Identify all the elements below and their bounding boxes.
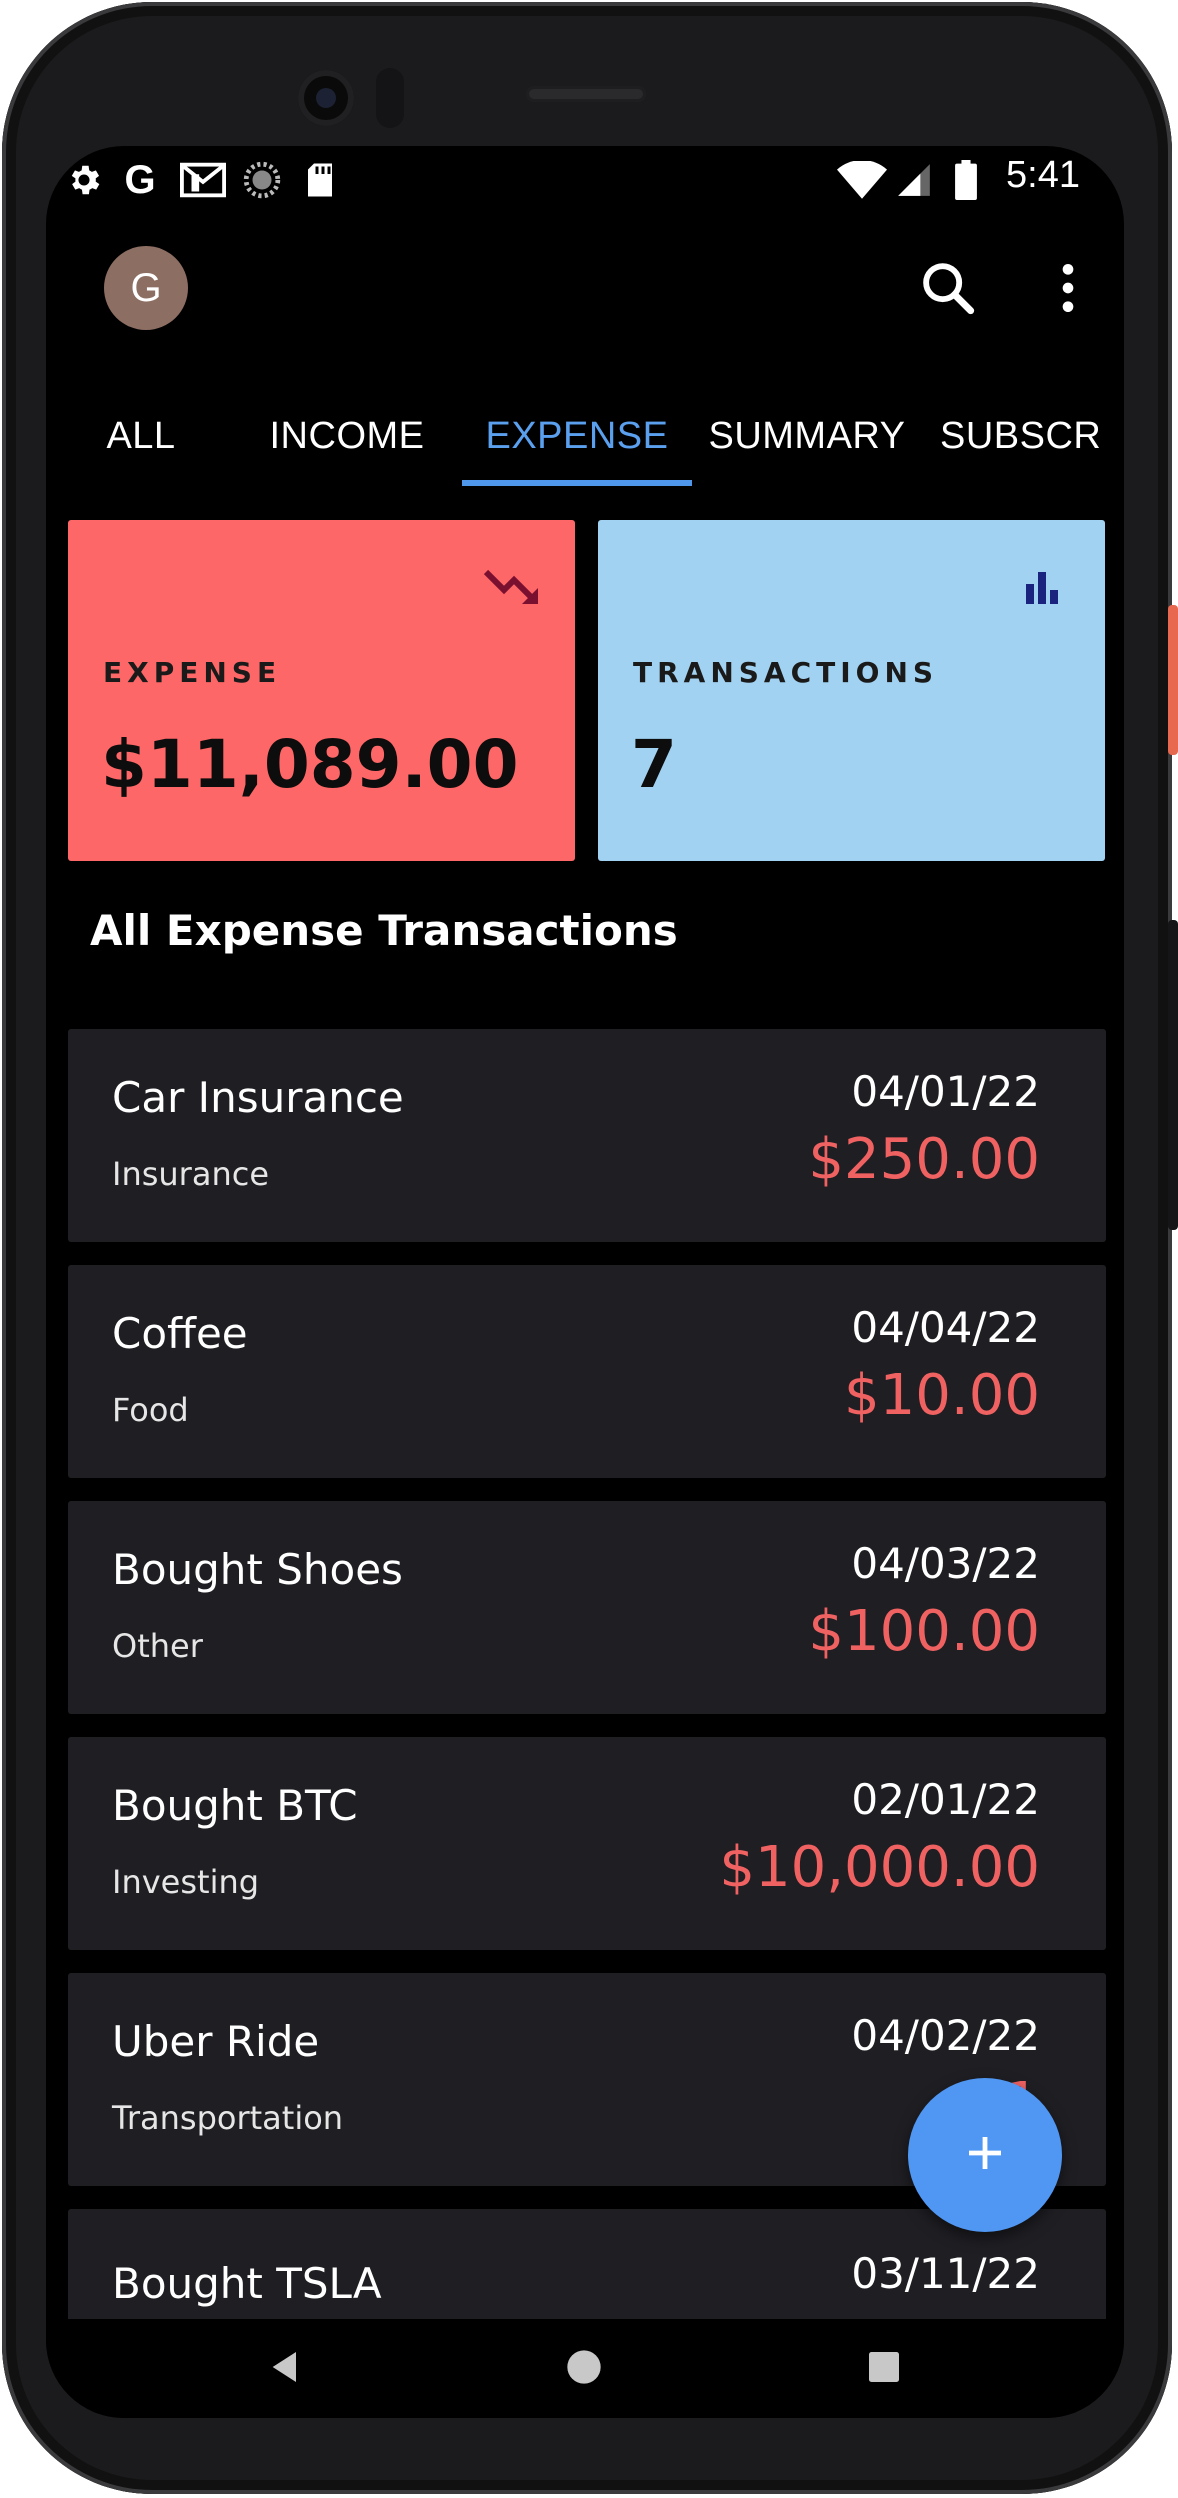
transaction-row[interactable]: Bought Shoes Other 04/03/22 $100.00 — [68, 1501, 1106, 1714]
transaction-amount: $10,000.00 — [719, 1835, 1040, 1900]
bar-chart-icon — [1018, 564, 1078, 612]
recents-icon — [864, 2347, 904, 2391]
home-icon — [564, 2347, 604, 2391]
expense-summary-card: EXPENSE $11,089.00 — [68, 520, 575, 861]
google-icon: G — [124, 157, 156, 202]
transaction-date: 04/04/22 — [851, 1303, 1040, 1352]
transaction-date: 03/11/22 — [851, 2249, 1040, 2298]
transaction-row[interactable]: Car Insurance Insurance 04/01/22 $250.00 — [68, 1029, 1106, 1242]
tab-subscriptions[interactable]: SUBSCR — [940, 414, 1102, 457]
transactions-summary-card: TRANSACTIONS 7 — [598, 520, 1105, 861]
tab-all[interactable]: ALL — [106, 414, 176, 457]
wifi-icon — [836, 160, 888, 200]
cellular-icon — [894, 160, 934, 200]
back-button[interactable] — [254, 2337, 318, 2401]
transaction-category: Insurance — [112, 1155, 269, 1193]
transaction-date: 04/03/22 — [851, 1539, 1040, 1588]
transaction-row[interactable]: Bought BTC Investing 02/01/22 $10,000.00 — [68, 1737, 1106, 1950]
transaction-title: Coffee — [112, 1309, 248, 1358]
earpiece-speaker — [526, 86, 646, 102]
tab-income[interactable]: INCOME — [269, 414, 425, 457]
section-title: All Expense Transactions — [90, 906, 678, 955]
expense-label: EXPENSE — [103, 656, 282, 689]
battery-icon — [952, 160, 980, 200]
transaction-title: Uber Ride — [112, 2017, 320, 2066]
status-clock: 5:41 — [1006, 154, 1080, 196]
avatar[interactable]: G — [104, 246, 188, 330]
transaction-amount: $250.00 — [808, 1127, 1040, 1192]
transaction-category: Food — [112, 1391, 189, 1429]
expense-total: $11,089.00 — [101, 726, 519, 803]
more-options-button[interactable] — [1036, 256, 1100, 320]
transaction-title: Bought Shoes — [112, 1545, 403, 1594]
transaction-date: 04/02/22 — [851, 2011, 1040, 2060]
tab-indicator — [462, 480, 692, 486]
add-transaction-button[interactable] — [908, 2078, 1062, 2232]
transaction-list: Car Insurance Insurance 04/01/22 $250.00… — [68, 1029, 1106, 2319]
transaction-date: 02/01/22 — [851, 1775, 1040, 1824]
recents-button[interactable] — [852, 2337, 916, 2401]
proximity-sensor — [376, 68, 404, 128]
more-vert-icon — [1036, 264, 1100, 324]
transaction-category: Transportation — [112, 2099, 344, 2137]
transaction-title: Bought TSLA — [112, 2259, 382, 2308]
app-screen: G 5:41 G ALL INCOME — [46, 146, 1124, 2418]
search-button[interactable] — [916, 256, 980, 320]
tab-bar: ALL INCOME EXPENSE SUMMARY SUBSCR — [46, 386, 1124, 486]
transaction-date: 04/01/22 — [851, 1067, 1040, 1116]
sd-card-icon — [302, 160, 338, 200]
power-button — [1168, 605, 1178, 755]
search-icon — [916, 263, 980, 324]
transaction-amount: $100.00 — [808, 1599, 1040, 1664]
settings-icon — [64, 160, 104, 200]
gmail-icon — [180, 160, 226, 200]
transaction-category: Other — [112, 1627, 203, 1665]
tab-summary[interactable]: SUMMARY — [708, 414, 906, 457]
volume-button — [1168, 920, 1178, 1230]
add-icon — [961, 2129, 1009, 2181]
transaction-category: Investing — [112, 1863, 260, 1901]
transactions-count: 7 — [631, 726, 677, 803]
transaction-title: Bought BTC — [112, 1781, 358, 1830]
sync-icon — [242, 160, 282, 200]
transaction-amount: $10.00 — [844, 1363, 1040, 1428]
transaction-title: Car Insurance — [112, 1073, 404, 1122]
transactions-label: TRANSACTIONS — [633, 656, 939, 689]
transaction-row[interactable]: Bought TSLA 03/11/22 — [68, 2209, 1106, 2319]
back-icon — [266, 2347, 306, 2391]
front-camera — [298, 70, 354, 126]
trending-down-icon — [482, 564, 542, 612]
tab-expense[interactable]: EXPENSE — [485, 414, 669, 457]
transaction-row[interactable]: Coffee Food 04/04/22 $10.00 — [68, 1265, 1106, 1478]
transaction-row[interactable]: Uber Ride Transportation 04/02/22 $1 — [68, 1973, 1106, 2186]
system-nav-bar — [46, 2319, 1124, 2418]
status-bar: G 5:41 — [46, 146, 1124, 210]
home-button[interactable] — [552, 2337, 616, 2401]
